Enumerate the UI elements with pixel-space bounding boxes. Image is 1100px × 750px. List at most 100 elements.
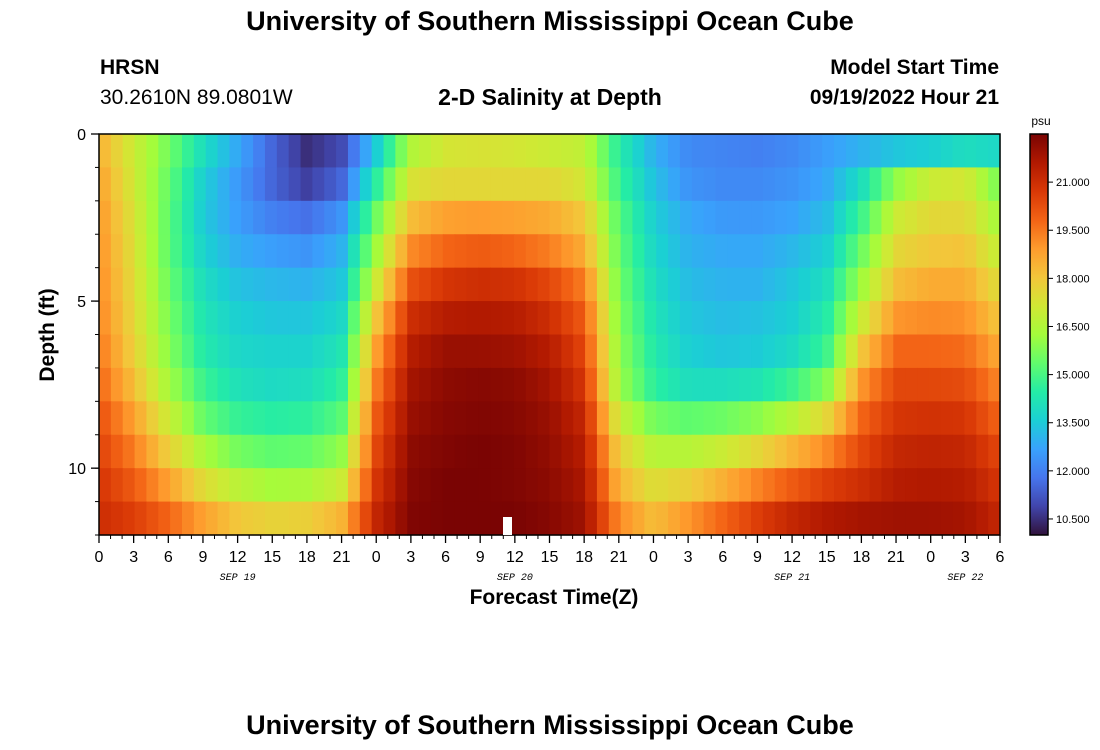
heatmap-cell (276, 200, 290, 235)
heatmap-cell (644, 301, 657, 336)
heatmap-cell (502, 468, 515, 503)
heatmap-cell (881, 301, 894, 336)
heatmap-cell (490, 267, 503, 302)
heatmap-cell (549, 334, 562, 369)
heatmap-cell (229, 267, 242, 302)
heatmap-cell (193, 301, 207, 336)
heatmap-cell (419, 267, 432, 302)
footer-title: University of Southern Mississippi Ocean… (246, 710, 854, 740)
heatmap-cell (834, 367, 847, 402)
heatmap-cell (727, 501, 740, 536)
heatmap-cell (146, 301, 159, 336)
heatmap-cell (798, 267, 811, 302)
heatmap-cell (502, 267, 515, 302)
heatmap-cell (905, 401, 918, 436)
heatmap-cell (822, 434, 835, 469)
heatmap-cell (679, 167, 693, 202)
heatmap-cell (585, 134, 598, 169)
heatmap-cell (478, 468, 491, 503)
model-start-label: Model Start Time (830, 56, 999, 79)
heatmap-cell (359, 367, 373, 402)
heatmap-cell (739, 301, 752, 336)
heatmap-cell (217, 134, 231, 169)
heatmap-cell (845, 468, 859, 503)
heatmap-cell (407, 234, 420, 269)
heatmap-cell (324, 167, 337, 202)
heatmap-cell (762, 301, 776, 336)
heatmap-cell (656, 301, 669, 336)
heatmap-cell (241, 167, 254, 202)
heatmap-cell (976, 367, 989, 402)
heatmap-cell (513, 167, 527, 202)
heatmap-cell (478, 334, 491, 369)
heatmap-cell (703, 167, 717, 202)
heatmap-cell (490, 401, 503, 436)
heatmap-cell (525, 501, 539, 536)
heatmap-cell (146, 200, 159, 235)
heatmap-cell (620, 401, 634, 436)
heatmap-cell (632, 200, 645, 235)
heatmap-cell (170, 468, 183, 503)
heatmap-cell (217, 234, 231, 269)
heatmap-cell (644, 234, 657, 269)
heatmap-cell (857, 134, 871, 169)
heatmap-cell (810, 200, 823, 235)
heatmap-cell (549, 267, 562, 302)
heatmap-cell (585, 267, 598, 302)
heatmap-cell (181, 200, 195, 235)
heatmap-cell (347, 367, 361, 402)
heatmap-cell (715, 501, 728, 536)
heatmap-cell (620, 468, 634, 503)
colorbar-tick-label: 21.000 (1056, 177, 1090, 189)
heatmap-cell (217, 267, 231, 302)
heatmap-cell (181, 367, 195, 402)
heatmap-cell (762, 401, 776, 436)
heatmap-cell (110, 367, 124, 402)
heatmap-cell (490, 301, 503, 336)
heatmap-cell (679, 468, 693, 503)
heatmap-cell (264, 134, 278, 169)
heatmap-cell (917, 401, 930, 436)
heatmap-cell (122, 501, 136, 536)
x-tick-label: 21 (887, 549, 905, 566)
heatmap-cell (679, 301, 693, 336)
heatmap-cell (905, 434, 918, 469)
heatmap-cell (383, 167, 396, 202)
heatmap-cell (525, 167, 539, 202)
heatmap-cell (940, 367, 954, 402)
heatmap-cell (383, 401, 396, 436)
heatmap-cell (952, 167, 966, 202)
heatmap-cell (869, 200, 883, 235)
heatmap-cell (205, 234, 219, 269)
heatmap-cell (253, 301, 266, 336)
heatmap-cell (454, 367, 468, 402)
heatmap-cell (312, 167, 325, 202)
heatmap-cell (525, 134, 539, 169)
heatmap-cell (703, 301, 717, 336)
heatmap-cell (656, 501, 669, 536)
heatmap-cell (110, 468, 124, 503)
heatmap-cell (110, 301, 124, 336)
heatmap-cell (644, 367, 657, 402)
heatmap-cell (253, 434, 266, 469)
heatmap-cell (193, 267, 207, 302)
current-time-marker (503, 517, 512, 535)
heatmap-cell (430, 401, 444, 436)
heatmap-cell (395, 434, 408, 469)
heatmap-cell (478, 301, 491, 336)
heatmap-cell (537, 501, 551, 536)
heatmap-cell (608, 301, 622, 336)
heatmap-cell (395, 501, 408, 536)
heatmap-cell (454, 267, 468, 302)
heatmap-cell (739, 367, 752, 402)
heatmap-cell (822, 234, 835, 269)
heatmap-cell (99, 501, 112, 536)
heatmap-cell (217, 468, 231, 503)
heatmap-cell (549, 501, 562, 536)
colorbar-unit: psu (1031, 114, 1050, 128)
heatmap-cell (419, 434, 432, 469)
heatmap-cell (917, 234, 930, 269)
heatmap-cell (347, 434, 361, 469)
heatmap-cell (881, 468, 894, 503)
heatmap-cell (928, 401, 942, 436)
